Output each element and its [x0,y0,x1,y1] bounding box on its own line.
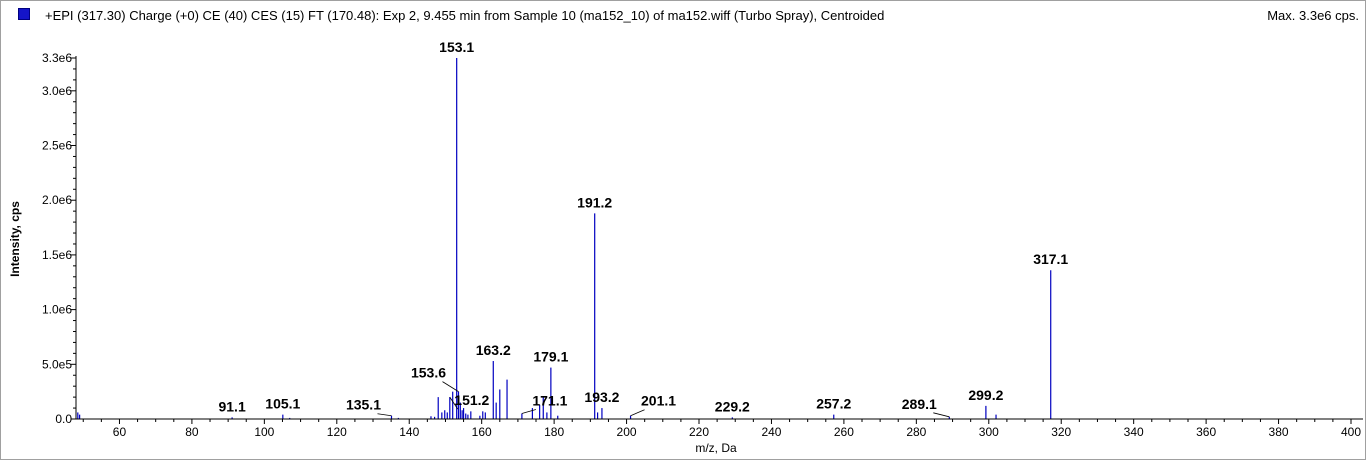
x-tick-label: 220 [689,425,709,439]
y-tick-label: 1.0e6 [42,303,72,317]
peak-label: 151.2 [454,392,489,408]
peak-label: 171.1 [532,393,567,409]
max-intensity-label: Max. 3.3e6 cps. [1267,8,1359,23]
y-tick-label: 5.0e5 [42,357,72,371]
peak-label: 163.2 [476,342,511,358]
peak-label: 317.1 [1033,251,1068,267]
chart-header: +EPI (317.30) Charge (+0) CE (40) CES (1… [1,1,1365,27]
peak-leader [933,412,950,418]
x-tick-label: 180 [544,425,564,439]
series-swatch [18,8,30,20]
x-tick-label: 260 [834,425,854,439]
x-tick-label: 140 [399,425,419,439]
peak-label: 193.2 [584,389,619,405]
y-tick-label: 3.0e6 [42,84,72,98]
x-tick-label: 60 [113,425,127,439]
peak-label: 179.1 [533,349,568,365]
peak-label: 135.1 [346,397,381,413]
peak-label: 91.1 [218,398,245,414]
peak-label: 105.1 [265,396,300,412]
x-tick-label: 120 [327,425,347,439]
y-tick-label: 3.3e6 [42,51,72,65]
x-tick-label: 400 [1341,425,1361,439]
y-tick-label: 2.5e6 [42,139,72,153]
x-tick-label: 160 [472,425,492,439]
peak-leader [449,396,459,410]
x-tick-label: 240 [761,425,781,439]
peak-leader [521,409,536,414]
chart-title: +EPI (317.30) Charge (+0) CE (40) CES (1… [45,8,885,23]
x-tick-label: 200 [617,425,637,439]
x-tick-label: 280 [906,425,926,439]
peak-leader [442,381,459,392]
x-tick-label: 320 [1051,425,1071,439]
peak-leader [630,409,645,417]
x-axis-title: m/z, Da [695,441,737,455]
peak-leader [377,413,392,417]
x-tick-label: 80 [185,425,199,439]
peak-labels: 153.1 191.2 317.1 163.2 179.1 153.6 151.2 193.2… [218,39,1068,418]
y-tick-label: 2.0e6 [42,193,72,207]
y-tick-label: 0.0 [55,412,72,426]
peak-label: 257.2 [816,396,851,412]
peak-label: 191.2 [577,194,612,210]
x-tick-label: 360 [1196,425,1216,439]
plot-axes: 60 80 100 120 140 160 180 200 220 240 260 280 300 320… [42,51,1363,439]
peak-bars [77,58,1052,419]
peak-label: 153.6 [411,365,446,381]
x-tick-label: 300 [979,425,999,439]
peak-label: 289.1 [902,396,937,412]
x-tick-label: 100 [254,425,274,439]
y-tick-label: 1.5e6 [42,248,72,262]
peak-label: 229.2 [715,398,750,414]
peak-label: 153.1 [439,39,474,55]
x-tick-label: 340 [1124,425,1144,439]
x-tick-label: 380 [1269,425,1289,439]
peak-label: 299.2 [968,387,1003,403]
peak-label: 201.1 [641,393,676,409]
y-axis-title: Intensity, cps [8,201,22,277]
